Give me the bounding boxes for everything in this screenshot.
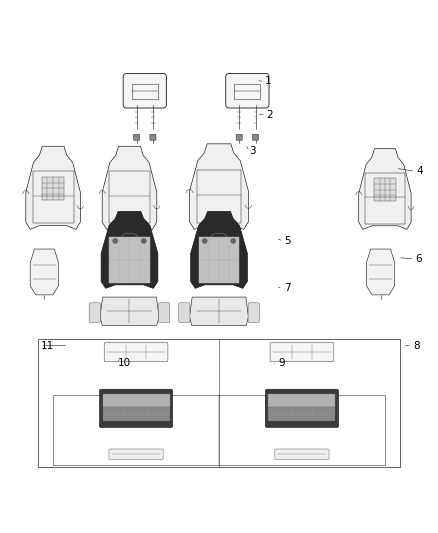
Text: 11: 11 bbox=[41, 341, 54, 351]
FancyBboxPatch shape bbox=[109, 449, 163, 459]
Bar bbox=[234, 84, 260, 99]
Polygon shape bbox=[101, 212, 158, 288]
FancyBboxPatch shape bbox=[252, 134, 258, 140]
Polygon shape bbox=[102, 394, 170, 407]
FancyBboxPatch shape bbox=[104, 343, 168, 362]
Circle shape bbox=[113, 238, 118, 244]
Polygon shape bbox=[268, 394, 336, 407]
Polygon shape bbox=[102, 146, 157, 229]
FancyBboxPatch shape bbox=[179, 303, 190, 322]
Polygon shape bbox=[30, 249, 59, 295]
Bar bbox=[109, 172, 150, 223]
Bar bbox=[197, 170, 241, 223]
Bar bbox=[42, 176, 64, 200]
Polygon shape bbox=[191, 212, 247, 288]
Text: 8: 8 bbox=[413, 341, 420, 351]
FancyBboxPatch shape bbox=[99, 389, 173, 427]
Bar bbox=[132, 84, 158, 99]
Bar bbox=[32, 172, 74, 223]
Text: 10: 10 bbox=[118, 358, 131, 368]
FancyBboxPatch shape bbox=[159, 303, 170, 322]
Polygon shape bbox=[26, 146, 81, 229]
Polygon shape bbox=[190, 297, 248, 326]
Text: 4: 4 bbox=[417, 166, 423, 176]
Text: 5: 5 bbox=[285, 236, 291, 246]
Circle shape bbox=[202, 238, 207, 244]
FancyBboxPatch shape bbox=[150, 134, 156, 140]
Text: 6: 6 bbox=[416, 254, 422, 264]
Text: 3: 3 bbox=[250, 146, 256, 156]
Bar bbox=[53, 395, 385, 465]
FancyBboxPatch shape bbox=[270, 343, 334, 362]
FancyBboxPatch shape bbox=[89, 303, 100, 322]
Bar bbox=[198, 237, 240, 282]
FancyBboxPatch shape bbox=[248, 303, 259, 322]
Bar bbox=[109, 237, 150, 282]
FancyBboxPatch shape bbox=[265, 389, 339, 427]
Polygon shape bbox=[359, 149, 411, 229]
Polygon shape bbox=[102, 407, 170, 421]
Text: 9: 9 bbox=[278, 358, 285, 368]
Polygon shape bbox=[366, 249, 395, 295]
Bar bbox=[374, 178, 396, 201]
FancyBboxPatch shape bbox=[236, 134, 242, 140]
Text: 1: 1 bbox=[265, 76, 272, 86]
Circle shape bbox=[141, 238, 146, 244]
Polygon shape bbox=[268, 407, 336, 421]
Bar bbox=[38, 338, 400, 467]
FancyBboxPatch shape bbox=[275, 449, 329, 459]
Text: 7: 7 bbox=[284, 284, 290, 293]
FancyBboxPatch shape bbox=[134, 134, 140, 140]
FancyBboxPatch shape bbox=[123, 74, 166, 108]
Polygon shape bbox=[100, 297, 159, 326]
Circle shape bbox=[231, 238, 236, 244]
Bar bbox=[365, 173, 405, 224]
FancyBboxPatch shape bbox=[226, 74, 269, 108]
Text: 2: 2 bbox=[266, 110, 273, 119]
Polygon shape bbox=[190, 144, 248, 229]
